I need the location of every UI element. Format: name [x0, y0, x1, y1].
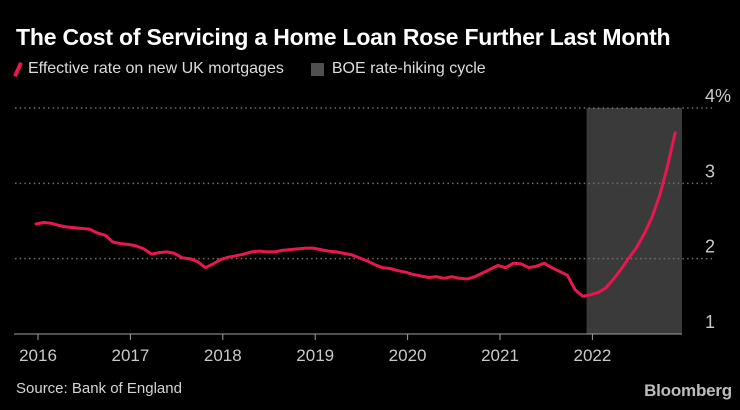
y-axis-tick-label: 2 [705, 237, 715, 257]
bloomberg-logo: Bloomberg [644, 381, 732, 400]
x-axis-tick-label: 2021 [481, 346, 519, 365]
x-axis-tick-label: 2019 [296, 346, 334, 365]
series-line-effective-rate [34, 131, 677, 298]
x-axis-tick-label: 2017 [111, 346, 149, 365]
chart-title: The Cost of Servicing a Home Loan Rose F… [16, 24, 671, 50]
y-axis-tick-label: 1 [705, 312, 715, 332]
source-note: Source: Bank of England [16, 380, 182, 397]
legend-label: BOE rate-hiking cycle [331, 60, 486, 77]
band-series-marker-icon [310, 62, 324, 76]
rate-hiking-cycle-band [586, 108, 682, 334]
x-axis-tick-label: 2018 [204, 346, 242, 365]
y-axis-tick-label: 3 [705, 161, 715, 181]
legend-label: Effective rate on new UK mortgages [28, 60, 284, 77]
x-axis-tick-label: 2016 [19, 346, 57, 365]
legend-item-effective-rate: Effective rate on new UK mortgages [13, 60, 284, 78]
y-axis-tick-label: 4% [705, 86, 731, 106]
x-axis-tick-label: 2022 [573, 346, 611, 365]
legend-item-rate-hiking-cycle: BOE rate-hiking cycle [310, 60, 486, 78]
x-axis-tick-label: 2020 [389, 346, 427, 365]
legend: Effective rate on new UK mortgages BOE r… [13, 60, 486, 78]
